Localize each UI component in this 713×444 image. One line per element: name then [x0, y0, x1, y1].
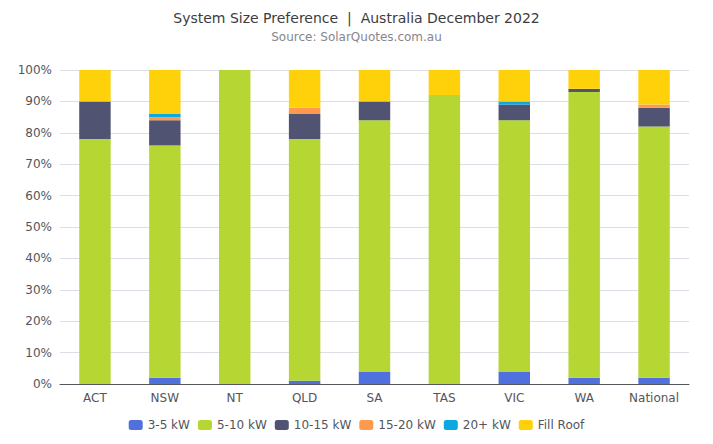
svg-text:VIC: VIC — [504, 391, 524, 405]
svg-text:20+ kW: 20+ kW — [463, 418, 511, 432]
svg-text:70%: 70% — [25, 157, 52, 171]
svg-text:3-5 kW: 3-5 kW — [148, 418, 190, 432]
svg-text:NT: NT — [227, 391, 244, 405]
svg-text:50%: 50% — [25, 220, 52, 234]
svg-text:NSW: NSW — [151, 391, 180, 405]
svg-text:WA: WA — [574, 391, 594, 405]
svg-text:15-20 kW: 15-20 kW — [378, 418, 436, 432]
svg-text:5-10 kW: 5-10 kW — [217, 418, 267, 432]
svg-text:QLD: QLD — [292, 391, 317, 405]
svg-text:TAS: TAS — [432, 391, 455, 405]
svg-text:100%: 100% — [18, 63, 52, 77]
svg-text:30%: 30% — [25, 283, 52, 297]
svg-text:20%: 20% — [25, 314, 52, 328]
svg-text:0%: 0% — [33, 377, 52, 391]
svg-text:60%: 60% — [25, 189, 52, 203]
svg-text:SA: SA — [366, 391, 383, 405]
svg-text:Fill Roof: Fill Roof — [538, 418, 585, 432]
svg-text:90%: 90% — [25, 94, 52, 108]
svg-text:10%: 10% — [25, 346, 52, 360]
svg-text:40%: 40% — [25, 251, 52, 265]
svg-text:80%: 80% — [25, 126, 52, 140]
svg-text:10-15 kW: 10-15 kW — [294, 418, 352, 432]
svg-text:National: National — [629, 391, 679, 405]
svg-text:Source: SolarQuotes.com.au: Source: SolarQuotes.com.au — [271, 30, 442, 44]
svg-text:System Size Preference | Aus: System Size Preference | Australia Decem… — [173, 10, 539, 27]
svg-text:ACT: ACT — [83, 391, 107, 405]
